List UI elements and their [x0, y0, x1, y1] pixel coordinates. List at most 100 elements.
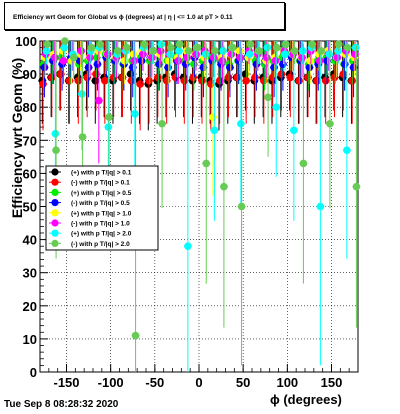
data-point	[220, 182, 228, 191]
data-point	[139, 50, 147, 59]
legend-marker	[51, 219, 59, 227]
legend-marker	[51, 188, 59, 196]
legend-label: (+) with p T/|q| > 0.1	[71, 170, 132, 177]
data-point	[317, 47, 325, 55]
data-point	[295, 76, 303, 85]
y-axis-label: Efficiency wrt Geom (%)	[9, 57, 25, 219]
data-point	[158, 119, 166, 128]
data-point	[193, 43, 202, 52]
data-point	[209, 53, 218, 62]
data-point	[184, 242, 192, 251]
data-point	[192, 50, 200, 59]
legend-label: (+) with p T/|q| > 2.0	[71, 231, 132, 238]
legend-marker	[51, 178, 59, 186]
data-point	[290, 126, 298, 135]
data-point	[207, 80, 215, 88]
data-point	[348, 76, 356, 85]
data-point	[183, 53, 191, 62]
title-box: Efficiency wrt Geom for Global vs ϕ (deg…	[4, 2, 285, 30]
data-point	[270, 63, 278, 72]
y-tick-label: 0	[30, 365, 37, 380]
data-point	[148, 53, 156, 62]
data-point	[209, 113, 217, 121]
data-point	[145, 76, 153, 85]
data-point	[218, 57, 227, 65]
data-point	[78, 133, 87, 141]
data-point	[120, 57, 129, 65]
x-tick-label: -100	[98, 375, 124, 390]
data-point	[157, 40, 166, 49]
data-point	[333, 53, 342, 62]
data-point	[316, 202, 325, 211]
data-point	[340, 60, 349, 68]
data-point	[162, 76, 171, 85]
data-point	[273, 43, 281, 52]
data-point	[96, 40, 105, 49]
data-point	[264, 93, 272, 102]
data-point	[129, 50, 138, 59]
y-tick-label: 50	[23, 200, 37, 215]
data-point	[352, 182, 361, 191]
legend-label: (-) with p T/|q| > 1.0	[71, 221, 130, 228]
data-point	[334, 40, 343, 49]
data-point	[50, 53, 59, 62]
legend-label: (-) with p T/|q| > 0.5	[71, 200, 130, 207]
data-point	[210, 126, 219, 135]
data-point	[180, 76, 189, 85]
data-point	[166, 50, 175, 59]
data-point	[237, 202, 246, 211]
data-point	[51, 129, 60, 138]
data-point	[156, 47, 165, 55]
data-point	[118, 73, 127, 82]
data-point	[189, 73, 197, 82]
data-point	[343, 146, 351, 155]
y-tick-label: 40	[23, 233, 37, 248]
data-point	[104, 123, 113, 131]
data-point	[305, 63, 314, 72]
data-point	[237, 119, 245, 128]
data-point	[77, 47, 85, 55]
data-point	[339, 70, 348, 78]
data-point	[325, 50, 334, 59]
data-point	[236, 53, 244, 62]
data-point	[65, 76, 74, 85]
x-tick-label: 50	[236, 375, 250, 390]
data-point	[122, 43, 131, 52]
y-tick-label: 10	[23, 332, 37, 347]
legend-label: (+) with p T/|q| > 0.5	[71, 190, 132, 197]
data-point	[91, 76, 100, 85]
data-point	[136, 80, 144, 88]
y-tick-label: 100	[15, 34, 37, 49]
data-point	[226, 63, 234, 72]
x-axis-label: ϕ (degrees)	[270, 392, 342, 407]
data-point	[131, 331, 140, 340]
data-point	[228, 43, 237, 52]
data-point	[251, 73, 259, 82]
legend-marker	[51, 199, 59, 207]
data-point	[299, 159, 308, 168]
data-point	[351, 50, 359, 59]
data-point	[40, 63, 49, 72]
data-point	[95, 96, 103, 105]
x-tick-label: -150	[53, 375, 79, 390]
data-point	[246, 40, 255, 49]
data-point	[74, 76, 83, 85]
data-point	[279, 60, 287, 68]
data-point	[262, 53, 271, 62]
data-point	[277, 70, 286, 78]
data-point	[87, 43, 96, 52]
legend-label: (-) with p T/|q| > 2.0	[71, 241, 130, 248]
data-point	[93, 60, 102, 68]
data-point	[164, 63, 172, 72]
data-point	[174, 57, 183, 65]
data-point	[286, 73, 295, 82]
legend-marker	[51, 229, 59, 237]
data-point	[131, 110, 139, 118]
data-point	[69, 53, 78, 62]
data-point	[39, 80, 47, 88]
footer-date: Tue Sep 8 08:28:32 2020	[4, 399, 119, 410]
legend-label: (+) with p T/|q| > 1.0	[71, 210, 132, 217]
data-point	[126, 70, 135, 78]
data-point	[224, 73, 233, 82]
